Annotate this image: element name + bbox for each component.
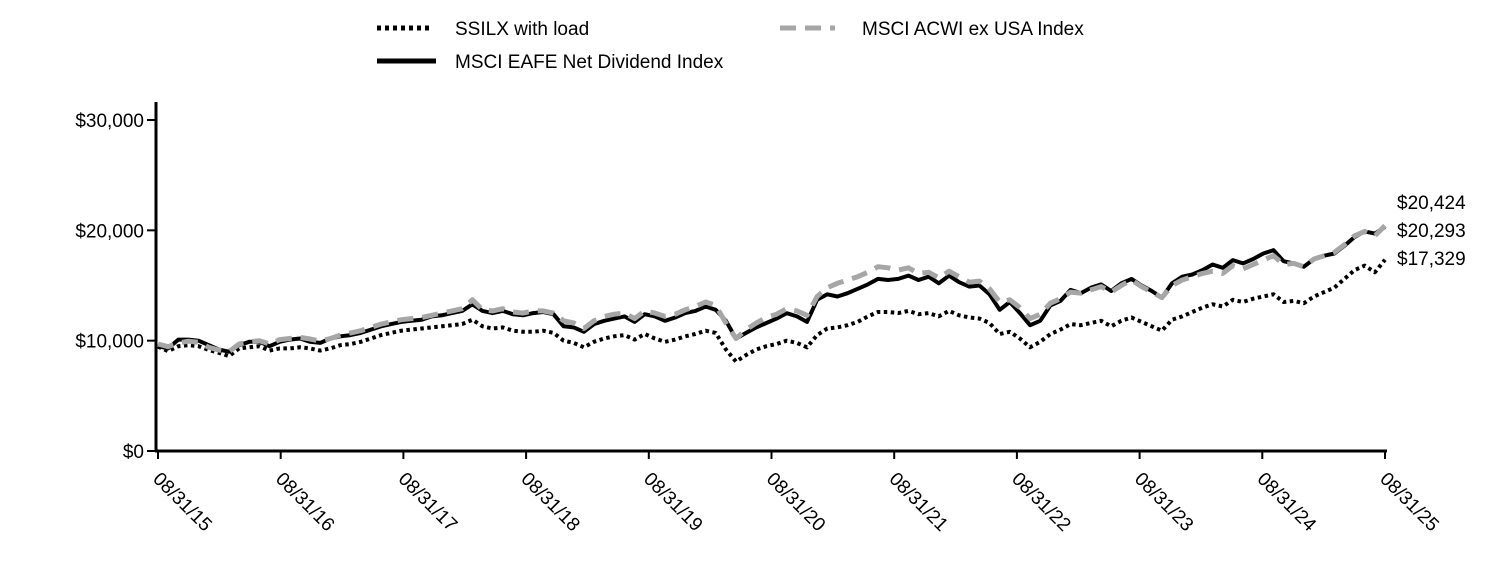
x-tick-label: 08/31/15 xyxy=(148,469,215,536)
x-tick-label: 08/31/16 xyxy=(271,469,338,536)
x-tick-label: 08/31/23 xyxy=(1130,469,1197,536)
legend-label-acwi: MSCI ACWI ex USA Index xyxy=(862,19,1084,40)
y-tick-label: $20,000 xyxy=(75,221,144,242)
x-tick-label: 08/31/17 xyxy=(394,469,461,536)
legend-label-eafe: MSCI EAFE Net Dividend Index xyxy=(455,52,724,73)
end-value-labels: $20,424 $20,293 $17,329 xyxy=(1397,193,1466,270)
end-value-label: $17,329 xyxy=(1397,249,1466,270)
legend: SSILX with load MSCI ACWI ex USA Index M… xyxy=(377,19,1084,73)
x-tick-label: 08/31/19 xyxy=(639,469,706,536)
y-tick-label: $30,000 xyxy=(75,111,144,132)
end-value-label: $20,293 xyxy=(1397,221,1466,242)
x-tick-label: 08/31/21 xyxy=(885,469,952,536)
end-value-label: $20,424 xyxy=(1397,193,1466,214)
x-tick-label: 08/31/18 xyxy=(517,469,584,536)
y-tick-label: $10,000 xyxy=(75,332,144,353)
series-line-msci-eafe-net-dividend-index xyxy=(157,225,1387,354)
y-tick-label: $0 xyxy=(123,442,144,463)
series-line-msci-acwi-ex-usa-index xyxy=(157,223,1387,355)
x-tick-label: 08/31/25 xyxy=(1375,469,1442,536)
series-line-ssilx-with-load xyxy=(157,258,1387,364)
series-layer xyxy=(157,223,1387,364)
legend-label-ssilx: SSILX with load xyxy=(455,19,589,40)
x-tick-label: 08/31/22 xyxy=(1007,469,1074,536)
x-tick-label: 08/31/24 xyxy=(1253,469,1320,536)
x-tick-label: 08/31/20 xyxy=(762,469,829,536)
